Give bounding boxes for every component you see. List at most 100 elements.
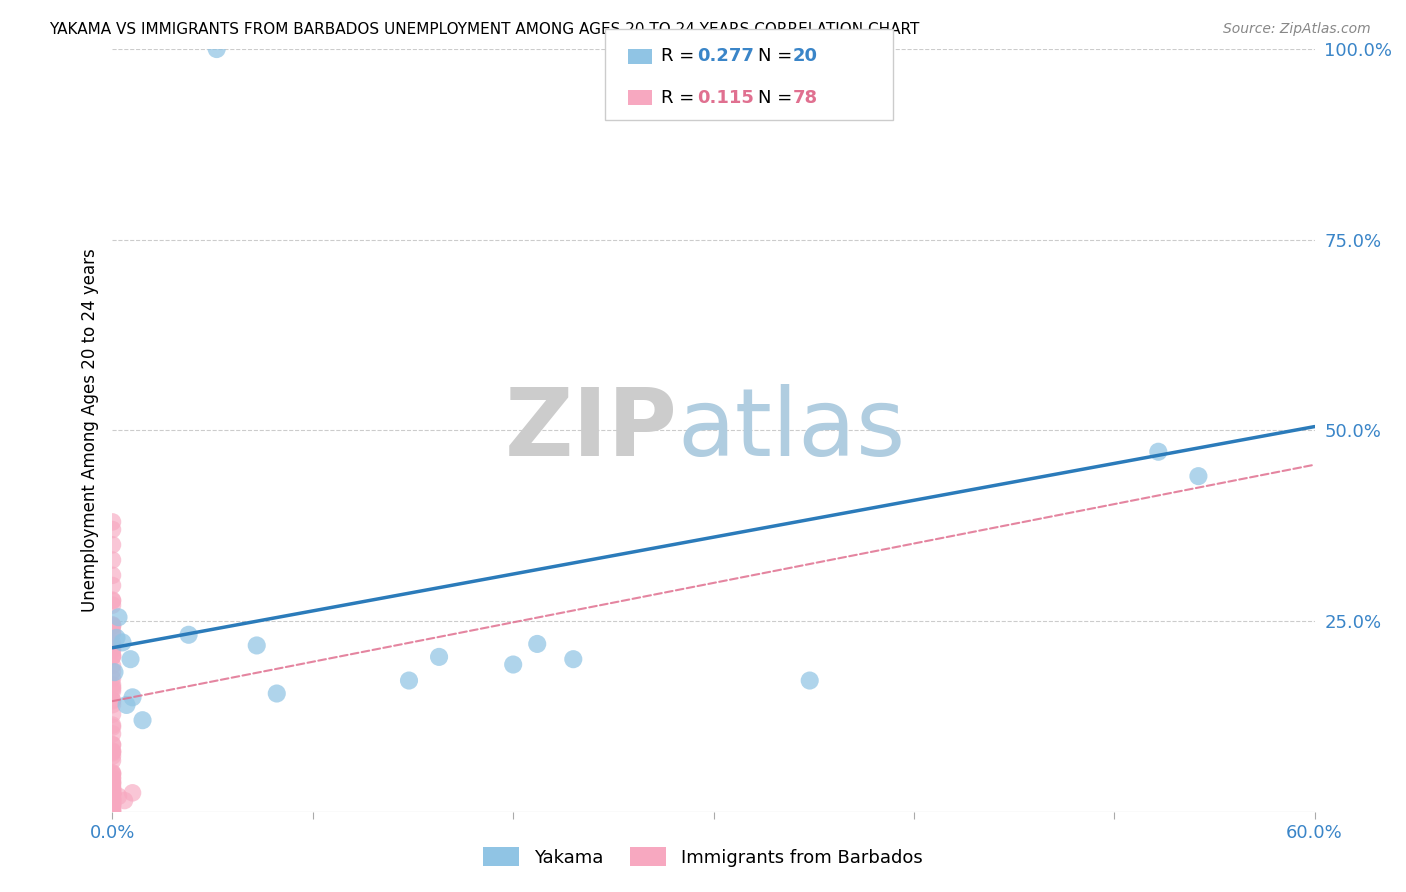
Text: 20: 20 bbox=[793, 47, 818, 65]
Point bbox=[101, 538, 124, 552]
Point bbox=[799, 673, 821, 688]
Point bbox=[101, 775, 124, 789]
Point bbox=[101, 787, 124, 801]
Point bbox=[266, 686, 288, 700]
Point bbox=[101, 684, 124, 698]
Text: 78: 78 bbox=[793, 88, 818, 107]
Text: 0.277: 0.277 bbox=[697, 47, 754, 65]
Point bbox=[101, 782, 124, 797]
Point bbox=[101, 578, 124, 592]
Point bbox=[101, 694, 124, 708]
Point bbox=[101, 772, 124, 786]
Point bbox=[101, 776, 124, 790]
Point bbox=[101, 738, 124, 752]
Point bbox=[101, 788, 124, 802]
Text: N =: N = bbox=[758, 88, 797, 107]
Point bbox=[101, 792, 124, 806]
Point bbox=[101, 744, 124, 758]
Text: atlas: atlas bbox=[678, 384, 905, 476]
Text: ZIP: ZIP bbox=[505, 384, 678, 476]
Point bbox=[101, 594, 124, 608]
Point bbox=[101, 796, 124, 810]
Point bbox=[101, 649, 124, 664]
Point bbox=[114, 793, 136, 807]
Point bbox=[526, 637, 548, 651]
Point bbox=[101, 671, 124, 685]
Point bbox=[107, 610, 129, 624]
Point bbox=[101, 786, 124, 800]
Point bbox=[101, 791, 124, 805]
Point bbox=[101, 781, 124, 796]
Point bbox=[101, 804, 124, 818]
Point bbox=[101, 765, 124, 780]
Point bbox=[105, 631, 128, 645]
Text: 0.115: 0.115 bbox=[697, 88, 754, 107]
Point bbox=[131, 713, 153, 727]
Point bbox=[101, 681, 124, 696]
Point bbox=[246, 639, 269, 653]
Text: YAKAMA VS IMMIGRANTS FROM BARBADOS UNEMPLOYMENT AMONG AGES 20 TO 24 YEARS CORREL: YAKAMA VS IMMIGRANTS FROM BARBADOS UNEMP… bbox=[49, 22, 920, 37]
Point bbox=[101, 767, 124, 781]
Point bbox=[398, 673, 420, 688]
Point bbox=[101, 619, 124, 633]
Point bbox=[101, 648, 124, 663]
Point bbox=[121, 786, 143, 800]
Point bbox=[101, 766, 124, 780]
Point bbox=[101, 598, 124, 612]
Point bbox=[103, 665, 125, 680]
Point bbox=[101, 698, 124, 712]
Point bbox=[101, 678, 124, 692]
Point bbox=[101, 649, 124, 664]
Point bbox=[101, 718, 124, 732]
Point bbox=[115, 698, 138, 712]
Point bbox=[1147, 444, 1170, 458]
Text: R =: R = bbox=[661, 47, 700, 65]
Point bbox=[101, 779, 124, 793]
Point bbox=[101, 804, 124, 818]
Point bbox=[107, 789, 129, 804]
Point bbox=[120, 652, 142, 666]
Point bbox=[101, 624, 124, 639]
Point bbox=[101, 618, 124, 632]
Point bbox=[101, 797, 124, 812]
Point bbox=[101, 803, 124, 817]
Point bbox=[101, 746, 124, 760]
Point bbox=[177, 628, 200, 642]
Point bbox=[101, 658, 124, 673]
Point bbox=[101, 786, 124, 800]
Point bbox=[101, 749, 124, 764]
Point bbox=[101, 745, 124, 759]
Point bbox=[101, 738, 124, 752]
Point bbox=[101, 783, 124, 797]
Point bbox=[101, 707, 124, 722]
Point bbox=[1187, 469, 1209, 483]
Legend: Yakama, Immigrants from Barbados: Yakama, Immigrants from Barbados bbox=[477, 840, 929, 874]
Point bbox=[101, 793, 124, 807]
Point bbox=[101, 627, 124, 641]
Point bbox=[101, 805, 124, 819]
Point bbox=[101, 639, 124, 653]
Point bbox=[101, 786, 124, 800]
Point bbox=[101, 636, 124, 650]
Point bbox=[101, 640, 124, 654]
Point bbox=[101, 680, 124, 694]
Point bbox=[205, 42, 228, 56]
Text: N =: N = bbox=[758, 47, 797, 65]
Point bbox=[101, 786, 124, 800]
Point bbox=[101, 798, 124, 813]
Point bbox=[101, 800, 124, 814]
Point bbox=[101, 782, 124, 797]
Point bbox=[101, 523, 124, 537]
Point bbox=[101, 775, 124, 789]
Point bbox=[101, 665, 124, 679]
Point bbox=[101, 770, 124, 784]
Point bbox=[502, 657, 524, 672]
Point bbox=[101, 553, 124, 567]
Point bbox=[101, 643, 124, 657]
Y-axis label: Unemployment Among Ages 20 to 24 years: Unemployment Among Ages 20 to 24 years bbox=[80, 249, 98, 612]
Point bbox=[101, 618, 124, 632]
Point bbox=[101, 641, 124, 656]
Point bbox=[101, 693, 124, 707]
Point bbox=[101, 515, 124, 529]
Point bbox=[121, 690, 143, 705]
